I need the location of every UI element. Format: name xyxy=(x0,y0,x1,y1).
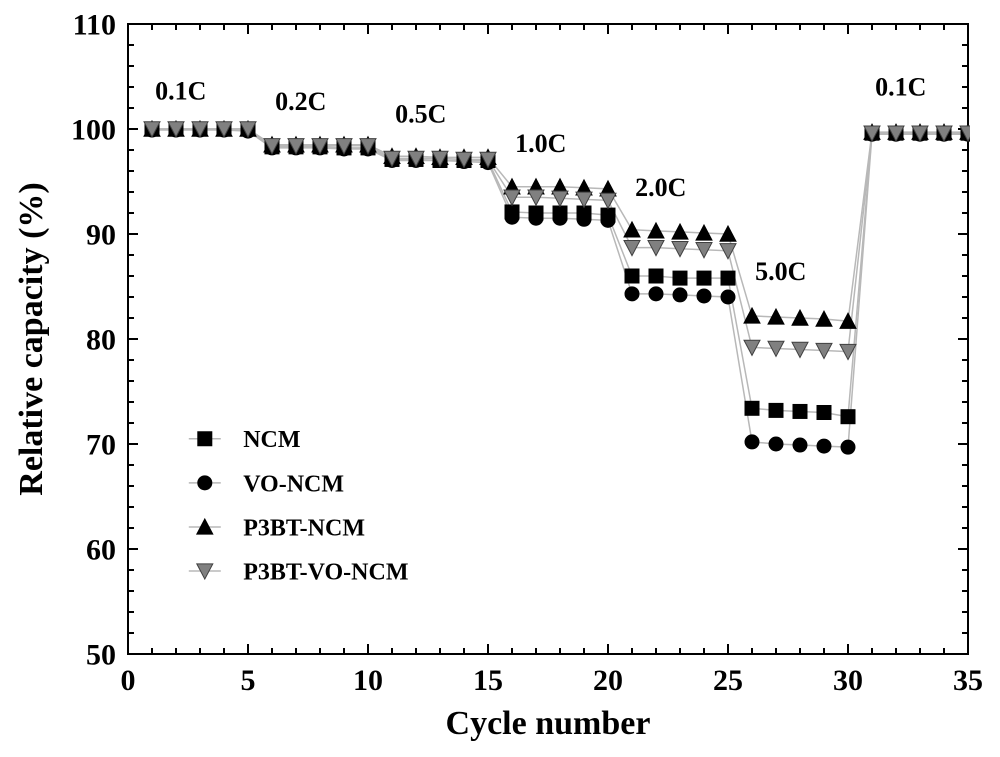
legend-label: P3BT-NCM xyxy=(243,515,365,541)
chart-root: 0 5 10 15 20 25 30 35 Cycle number 50 60 70 80 90 100 1… xyxy=(0,0,1000,757)
y-tick-label: 80 xyxy=(86,324,116,357)
x-tick-label: 0 xyxy=(121,664,136,697)
x-tick-label: 20 xyxy=(593,664,623,697)
rate-annotation: 1.0C xyxy=(515,129,566,158)
y-tick-label: 90 xyxy=(86,219,116,252)
y-axis-label: Relative capacity (%) xyxy=(13,182,50,495)
rate-annotation: 0.5C xyxy=(395,100,446,129)
legend-label: VO-NCM xyxy=(243,471,344,497)
rate-annotation: 2.0C xyxy=(635,173,686,202)
x-tick-label: 15 xyxy=(473,664,503,697)
legend-label: NCM xyxy=(243,427,300,453)
chart-svg: 0 5 10 15 20 25 30 35 Cycle number 50 60 70 80 90 100 1… xyxy=(0,0,1000,757)
rate-annotation: 5.0C xyxy=(755,257,806,286)
y-tick-label: 100 xyxy=(71,114,116,147)
rate-annotation: 0.1C xyxy=(875,72,926,101)
y-tick-label: 70 xyxy=(86,429,116,462)
legend-label: P3BT-VO-NCM xyxy=(243,559,408,585)
y-tick-label: 60 xyxy=(86,534,116,567)
rate-annotation: 0.1C xyxy=(155,77,206,106)
y-tick-label: 50 xyxy=(86,639,116,672)
chart-bg xyxy=(0,0,1000,757)
y-tick-label: 110 xyxy=(73,9,116,42)
x-axis-label: Cycle number xyxy=(446,705,651,742)
x-tick-label: 30 xyxy=(833,664,863,697)
x-tick-label: 5 xyxy=(241,664,256,697)
x-tick-label: 10 xyxy=(353,664,383,697)
x-tick-label: 35 xyxy=(953,664,983,697)
rate-annotation: 0.2C xyxy=(275,87,326,116)
x-tick-label: 25 xyxy=(713,664,743,697)
